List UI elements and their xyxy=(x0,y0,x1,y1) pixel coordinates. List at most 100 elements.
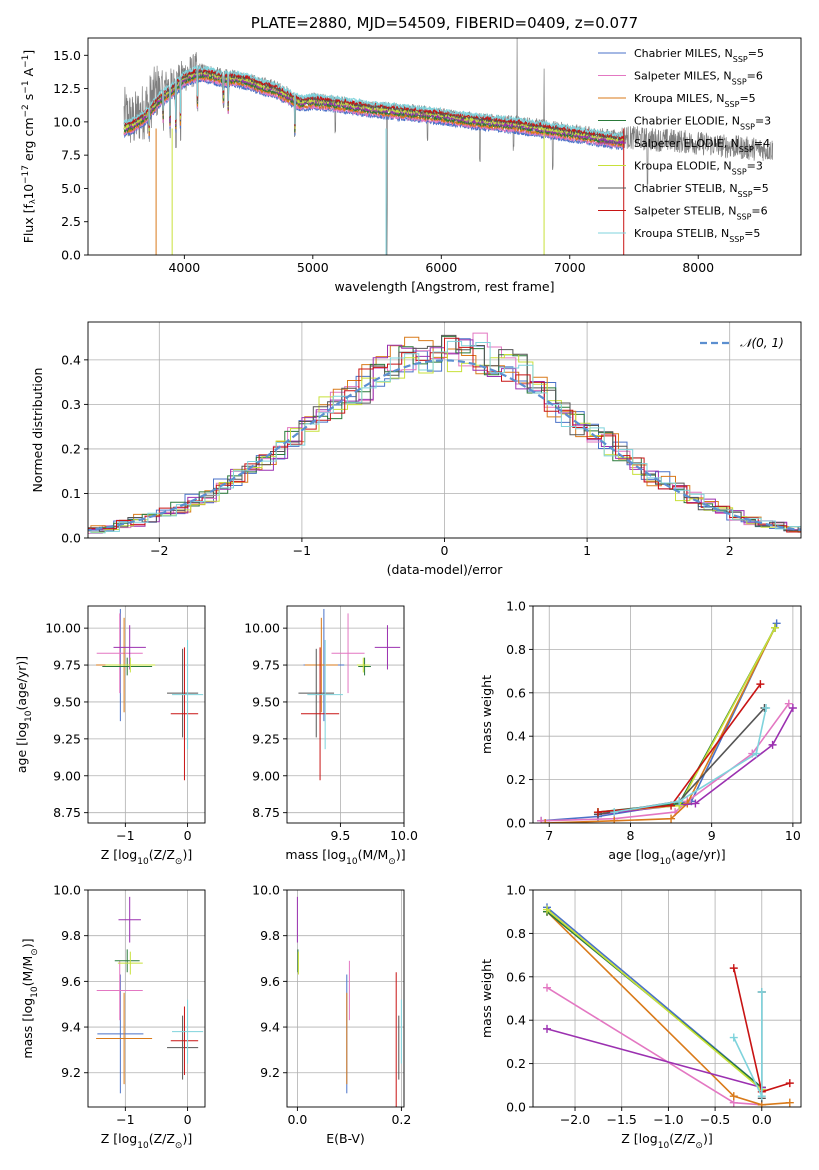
x-axis-label-part: (Z/Z xyxy=(149,1131,175,1146)
x-tick-label: −1.0 xyxy=(653,1112,683,1127)
legend-series-name: Kroupa STELIB, xyxy=(634,227,721,240)
x-axis-label-part: (Z/Z xyxy=(669,1131,695,1146)
x-axis-label-part: ⊙ xyxy=(175,1141,183,1151)
y-tick-label: 0.2 xyxy=(506,1056,526,1071)
x-axis-label-part: 10 xyxy=(346,857,358,867)
weight-marker-salpeter-elodie xyxy=(691,799,700,808)
y-tick-label: 0.4 xyxy=(506,729,526,744)
x-tick-label: 8000 xyxy=(682,260,714,275)
x-tick-label: 0 xyxy=(184,828,192,843)
y-tick-label: 9.50 xyxy=(53,694,81,709)
weight-marker-salpeter-stelib xyxy=(785,1079,794,1088)
legend-n-value: =6 xyxy=(751,205,767,218)
axes-frame xyxy=(87,605,206,824)
x-axis-label-part: Z [log xyxy=(101,1131,137,1146)
legend-series-name: Kroupa ELODIE, xyxy=(634,160,723,173)
weight-marker-salpeter-elodie xyxy=(788,703,797,712)
y-tick-label: 0.2 xyxy=(506,772,526,787)
legend-n-symbol: N xyxy=(731,137,739,150)
y-axis-label-part: ⊙ xyxy=(30,948,40,956)
x-tick-label: 8 xyxy=(626,828,634,843)
y-tick-label: 0.8 xyxy=(506,642,526,657)
y-tick-label: 9.8 xyxy=(61,928,81,943)
legend-n-value: =5 xyxy=(739,92,755,105)
legend-n-symbol: N xyxy=(723,70,731,83)
legend-label-kroupa-elodie: Kroupa ELODIE, NSSP=3 xyxy=(634,160,763,177)
y-tick-label: 0.0 xyxy=(61,248,81,263)
x-axis-label-part: (age/yr)] xyxy=(671,847,726,862)
mass-vs-metallicity-panel: −1 09.29.49.69.810.0Z [log10(Z/Z⊙)]mass [… xyxy=(20,883,206,1151)
legend-n-symbol: N xyxy=(729,182,737,195)
legend-series-name: Chabrier STELIB, xyxy=(634,182,729,195)
x-axis-label: Z [log10(Z/Z⊙)] xyxy=(101,847,192,867)
legend-series-name: Salpeter STELIB, xyxy=(634,205,728,218)
y-tick-label: 0.0 xyxy=(506,816,526,831)
weight-marker-kroupa-miles xyxy=(785,1098,794,1107)
y-tick-label: 9.8 xyxy=(260,928,280,943)
y-tick-label: 0.4 xyxy=(506,1013,526,1028)
y-tick-label: 9.75 xyxy=(252,658,280,673)
y-tick-label: 9.4 xyxy=(260,1020,280,1035)
weight-line-kroupa-miles xyxy=(546,911,790,1106)
x-tick-label: 1 xyxy=(583,543,591,558)
y-axis-label-part: −1 xyxy=(21,80,31,93)
legend-n-symbol: N xyxy=(728,205,736,218)
legend-n-symbol: N xyxy=(723,160,731,173)
y-axis-label-part: age [log xyxy=(14,722,29,773)
legend-series-name: Kroupa MILES, xyxy=(634,92,716,105)
histogram-kroupa-elodie xyxy=(88,352,801,533)
figure-title: PLATE=2880, MJD=54509, FIBERID=0409, z=0… xyxy=(251,14,638,32)
y-axis-label-part: 10 xyxy=(30,986,40,998)
y-axis-label-part: ] xyxy=(21,50,36,55)
x-tick-label: −2 xyxy=(150,543,168,558)
x-axis-label-part: mass [log xyxy=(285,847,346,862)
weight-vs-metallicity-panel: −2.0 −1.5 −1.0 −0.5 0.0 0.0 0.2 0.4 0.6 0.8 1.0 Z [… xyxy=(479,883,802,1151)
x-tick-label: −0.5 xyxy=(700,1112,730,1127)
y-tick-label: 9.2 xyxy=(61,1065,81,1080)
y-tick-label: 10.00 xyxy=(45,621,81,636)
legend-n-subscript: SSP xyxy=(732,167,747,176)
y-tick-label: 0.6 xyxy=(506,969,526,984)
x-axis-label: (data-model)/error xyxy=(387,562,504,577)
weight-line-kroupa-miles xyxy=(545,627,776,823)
spectrum-panel: 4000 5000 6000 7000 8000 0.0 2.5 5.0 7.5 10.0 12.5… xyxy=(21,37,802,294)
weight-marker-kroupa-miles xyxy=(667,814,676,823)
legend-n-value: =3 xyxy=(747,160,763,173)
legend-label-chabrier-miles: Chabrier MILES, NSSP=5 xyxy=(634,47,764,64)
y-axis-label-part: A xyxy=(21,67,36,80)
y-tick-label: 9.2 xyxy=(260,1065,280,1080)
weight-marker-kroupa-stelib xyxy=(752,749,761,758)
y-axis-label-part: Flux [f xyxy=(21,203,36,243)
x-axis-label-part: 10 xyxy=(658,1141,670,1151)
age-vs-mass-panel: 9.5 10.0 8.75 9.00 9.25 9.50 9.75 10.00 mass [lo… xyxy=(244,605,418,867)
error-bars xyxy=(96,608,204,781)
y-axis-label-part: (M/M xyxy=(20,956,35,987)
y-tick-label: 5.0 xyxy=(61,181,81,196)
legend-n-subscript: SSP xyxy=(739,145,754,154)
weight-marker-salpeter-elodie xyxy=(768,740,777,749)
x-axis-label-part: )] xyxy=(703,1131,713,1146)
legend-series-name: Salpeter ELODIE, xyxy=(634,137,731,150)
y-tick-label: 0.6 xyxy=(506,685,526,700)
y-tick-label: 7.5 xyxy=(61,148,81,163)
weight-marker-chabrier-miles xyxy=(772,619,781,628)
y-axis-label-part: −1 xyxy=(21,55,31,68)
residuals-panel: −2 −1 0 1 2 0.0 0.1 0.2 0.3 0.4 (data-model)/error… xyxy=(30,321,802,577)
legend-n-subscript: SSP xyxy=(724,100,739,109)
y-tick-label: 0.8 xyxy=(506,926,526,941)
y-axis-label-part: erg cm xyxy=(21,117,36,165)
y-tick-label: 1.0 xyxy=(506,599,526,614)
weight-marker-salpeter-stelib xyxy=(729,964,738,973)
weight-marker-kroupa-stelib xyxy=(610,808,619,817)
x-tick-label: −1 xyxy=(116,828,134,843)
legend-series-name: Salpeter MILES, xyxy=(634,70,723,83)
x-axis-label-part: 10 xyxy=(660,857,672,867)
y-tick-label: 0.1 xyxy=(61,486,81,501)
weight-line-salpeter-elodie xyxy=(546,1028,763,1089)
weight-marker-kroupa-stelib xyxy=(757,1092,766,1101)
x-tick-label: 10.0 xyxy=(390,828,418,843)
x-axis-label-part: 10 xyxy=(137,1141,149,1151)
x-axis-label-part: Z [log xyxy=(101,847,137,862)
legend-label-kroupa-miles: Kroupa MILES, NSSP=5 xyxy=(634,92,756,109)
y-tick-label: 8.75 xyxy=(252,805,280,820)
